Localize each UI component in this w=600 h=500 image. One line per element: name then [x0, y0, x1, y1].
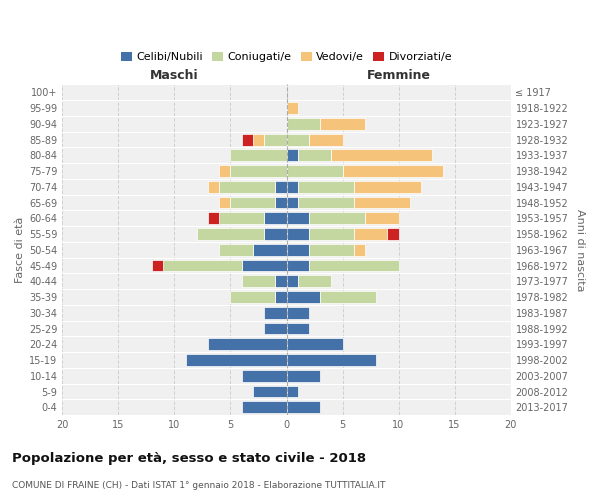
Bar	[343, 165, 443, 177]
Bar	[242, 402, 287, 413]
Bar	[230, 150, 287, 162]
Y-axis label: Anni di nascita: Anni di nascita	[575, 208, 585, 291]
Bar	[287, 228, 309, 240]
Bar	[287, 196, 298, 208]
Bar	[331, 150, 432, 162]
Y-axis label: Fasce di età: Fasce di età	[15, 216, 25, 283]
Bar	[264, 307, 287, 318]
Bar	[253, 244, 287, 256]
Bar	[197, 228, 264, 240]
Bar	[320, 118, 365, 130]
Bar	[287, 338, 343, 350]
Bar	[230, 291, 275, 303]
Bar	[275, 196, 287, 208]
Bar	[219, 196, 230, 208]
Bar	[242, 276, 275, 287]
Bar	[287, 354, 376, 366]
Bar	[287, 322, 309, 334]
Bar	[287, 102, 298, 114]
Bar	[185, 354, 287, 366]
Bar	[354, 244, 365, 256]
Bar	[264, 228, 287, 240]
Text: Femmine: Femmine	[367, 69, 431, 82]
Bar	[287, 165, 343, 177]
Bar	[287, 118, 320, 130]
Bar	[208, 212, 219, 224]
Bar	[208, 181, 219, 192]
Bar	[219, 244, 253, 256]
Bar	[320, 291, 376, 303]
Bar	[354, 181, 421, 192]
Bar	[275, 291, 287, 303]
Bar	[152, 260, 163, 272]
Bar	[242, 260, 287, 272]
Bar	[309, 244, 354, 256]
Bar	[298, 181, 354, 192]
Bar	[264, 134, 287, 145]
Bar	[230, 165, 287, 177]
Bar	[287, 307, 309, 318]
Bar	[287, 402, 320, 413]
Bar	[287, 134, 309, 145]
Bar	[287, 212, 309, 224]
Bar	[309, 260, 398, 272]
Bar	[242, 370, 287, 382]
Text: Maschi: Maschi	[150, 69, 199, 82]
Bar	[287, 291, 320, 303]
Bar	[253, 386, 287, 398]
Bar	[287, 370, 320, 382]
Text: COMUNE DI FRAINE (CH) - Dati ISTAT 1° gennaio 2018 - Elaborazione TUTTITALIA.IT: COMUNE DI FRAINE (CH) - Dati ISTAT 1° ge…	[12, 481, 385, 490]
Bar	[287, 386, 298, 398]
Bar	[242, 134, 253, 145]
Bar	[354, 228, 388, 240]
Bar	[354, 196, 410, 208]
Bar	[163, 260, 242, 272]
Bar	[264, 212, 287, 224]
Bar	[208, 338, 287, 350]
Bar	[365, 212, 398, 224]
Bar	[287, 244, 309, 256]
Bar	[298, 276, 331, 287]
Legend: Celibi/Nubili, Coniugati/e, Vedovi/e, Divorziati/e: Celibi/Nubili, Coniugati/e, Vedovi/e, Di…	[116, 47, 457, 66]
Bar	[287, 181, 298, 192]
Bar	[287, 260, 309, 272]
Bar	[287, 276, 298, 287]
Bar	[253, 134, 264, 145]
Bar	[275, 181, 287, 192]
Bar	[219, 181, 275, 192]
Text: Popolazione per età, sesso e stato civile - 2018: Popolazione per età, sesso e stato civil…	[12, 452, 366, 465]
Bar	[287, 150, 298, 162]
Bar	[219, 165, 230, 177]
Bar	[275, 276, 287, 287]
Bar	[309, 134, 343, 145]
Bar	[219, 212, 264, 224]
Bar	[298, 150, 331, 162]
Bar	[230, 196, 275, 208]
Bar	[298, 196, 354, 208]
Bar	[264, 322, 287, 334]
Bar	[309, 228, 354, 240]
Bar	[309, 212, 365, 224]
Bar	[388, 228, 398, 240]
